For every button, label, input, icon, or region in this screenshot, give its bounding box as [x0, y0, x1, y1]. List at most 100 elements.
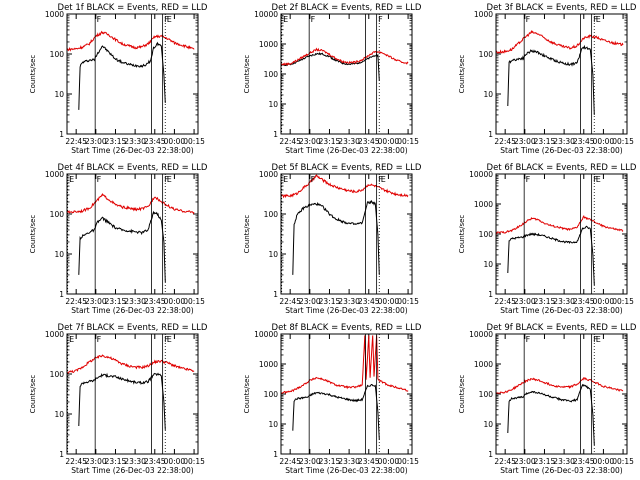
chart-title: Det 5f BLACK = Events, RED = LLD: [272, 163, 422, 173]
x-axis-label: Start Time (26-Dec-03 22:38:00): [500, 466, 622, 475]
x-tick-label: 23:30: [338, 137, 360, 146]
chart-title: Det 7f BLACK = Events, RED = LLD: [58, 323, 208, 333]
y-tick-label: 10: [268, 250, 278, 259]
x-tick-label: 00:00: [164, 137, 186, 146]
time-marker-label: F: [97, 175, 102, 184]
y-tick-label: 1: [273, 290, 278, 299]
y-tick-label: 10: [483, 90, 493, 99]
y-tick-label: 100: [264, 210, 279, 219]
time-marker-label: E: [167, 335, 172, 344]
y-axis-label: Counts/sec: [243, 375, 251, 414]
chart-panel-4: Det 4f BLACK = Events, RED = LLD Counts/s…: [29, 163, 208, 315]
events-series-line: [78, 210, 166, 283]
x-tick-label: 23:30: [338, 457, 360, 466]
plot-frame: [495, 333, 628, 455]
time-marker-label: E: [167, 175, 172, 184]
x-tick-label: 23:15: [105, 297, 127, 306]
time-marker-label: F: [526, 15, 531, 24]
y-tick-label: 100: [479, 50, 494, 59]
y-tick-label: 100: [479, 390, 494, 399]
y-tick-label: 100: [264, 390, 279, 399]
x-tick-label: 23:30: [553, 457, 575, 466]
y-tick-label: 1000: [45, 330, 64, 339]
x-tick-label: 23:15: [319, 457, 341, 466]
time-marker-label: F: [311, 175, 316, 184]
time-marker-label: F: [593, 335, 598, 344]
x-tick-label: 22:45: [494, 457, 516, 466]
lld-series-line: [67, 192, 195, 215]
y-tick-label: 1000: [259, 170, 278, 179]
x-axis-label: Start Time (26-Dec-03 22:38:00): [285, 146, 407, 155]
plot-frame: [66, 13, 199, 135]
y-tick-label: 1000: [259, 40, 278, 49]
x-tick-label: 23:30: [124, 457, 146, 466]
x-tick-label: 22:45: [279, 137, 301, 146]
plot-frame: [495, 13, 628, 135]
x-tick-label: 23:00: [514, 137, 536, 146]
x-tick-label: 00:00: [378, 297, 400, 306]
x-tick-label: 23:15: [105, 457, 127, 466]
y-tick-label: 10000: [469, 330, 493, 339]
x-tick-label: 23:00: [299, 137, 321, 146]
time-marker-label: E: [283, 175, 288, 184]
events-series-line: [281, 51, 380, 81]
y-axis-label: Counts/sec: [458, 55, 466, 94]
time-marker-label: F: [164, 15, 169, 24]
chart-title: Det 4f BLACK = Events, RED = LLD: [58, 163, 208, 173]
chart-title: Det 9f BLACK = Events, RED = LLD: [487, 323, 637, 333]
x-tick-label: 00:00: [378, 457, 400, 466]
x-tick-label: 23:15: [319, 297, 341, 306]
lld-series-line: [281, 174, 409, 199]
x-axis-label: Start Time (26-Dec-03 22:38:00): [71, 306, 193, 315]
x-tick-label: 23:45: [358, 137, 380, 146]
y-tick-label: 1: [59, 130, 64, 139]
chart-panel-1: Det 1f BLACK = Events, RED = LLD Counts/s…: [29, 3, 208, 155]
lld-series-line: [67, 354, 195, 374]
plot-frame: [66, 173, 199, 295]
chart-panel-7: Det 7f BLACK = Events, RED = LLD Counts/s…: [29, 323, 208, 475]
chart-panel-5: Det 5f BLACK = Events, RED = LLD Counts/s…: [243, 163, 422, 315]
time-marker-label: F: [164, 335, 169, 344]
y-tick-label: 1: [59, 290, 64, 299]
x-tick-label: 23:30: [553, 297, 575, 306]
time-marker-label: E: [596, 15, 601, 24]
x-tick-label: 23:00: [299, 297, 321, 306]
y-tick-label: 1000: [45, 170, 64, 179]
events-series-line: [292, 384, 380, 440]
time-marker-label: F: [97, 335, 102, 344]
chart-title: Det 3f BLACK = Events, RED = LLD: [487, 3, 637, 13]
time-marker-label: F: [97, 15, 102, 24]
x-axis-label: Start Time (26-Dec-03 22:38:00): [71, 466, 193, 475]
x-tick-label: 23:45: [358, 297, 380, 306]
x-tick-label: 23:15: [534, 457, 556, 466]
y-tick-label: 100: [50, 210, 65, 219]
y-tick-label: 1: [488, 130, 493, 139]
x-tick-label: 23:45: [573, 457, 595, 466]
time-marker-label: E: [381, 175, 386, 184]
y-tick-label: 10: [483, 420, 493, 429]
events-series-line: [78, 41, 166, 110]
chart-title: Det 2f BLACK = Events, RED = LLD: [272, 3, 422, 13]
x-tick-label: 23:45: [573, 137, 595, 146]
y-tick-label: 1: [273, 450, 278, 459]
events-series-line: [507, 383, 595, 446]
x-axis-label: Start Time (26-Dec-03 22:38:00): [285, 306, 407, 315]
y-tick-label: 100: [479, 230, 494, 239]
y-tick-label: 1: [488, 450, 493, 459]
y-axis-label: Counts/sec: [29, 55, 37, 94]
plot-frame: [280, 333, 413, 455]
x-tick-label: 23:00: [299, 457, 321, 466]
plot-frame: [280, 13, 413, 135]
x-tick-label: 23:45: [144, 457, 166, 466]
x-tick-label: 00:00: [164, 297, 186, 306]
x-tick-label: 23:30: [338, 297, 360, 306]
x-tick-label: 23:15: [534, 137, 556, 146]
x-tick-label: 23:15: [105, 137, 127, 146]
plot-frame: [495, 173, 628, 295]
x-tick-label: 22:45: [494, 137, 516, 146]
x-tick-label: 00:00: [164, 457, 186, 466]
x-tick-label: 23:00: [85, 457, 107, 466]
x-tick-label: 23:45: [144, 137, 166, 146]
x-tick-label: 23:30: [124, 137, 146, 146]
y-tick-label: 10: [268, 420, 278, 429]
